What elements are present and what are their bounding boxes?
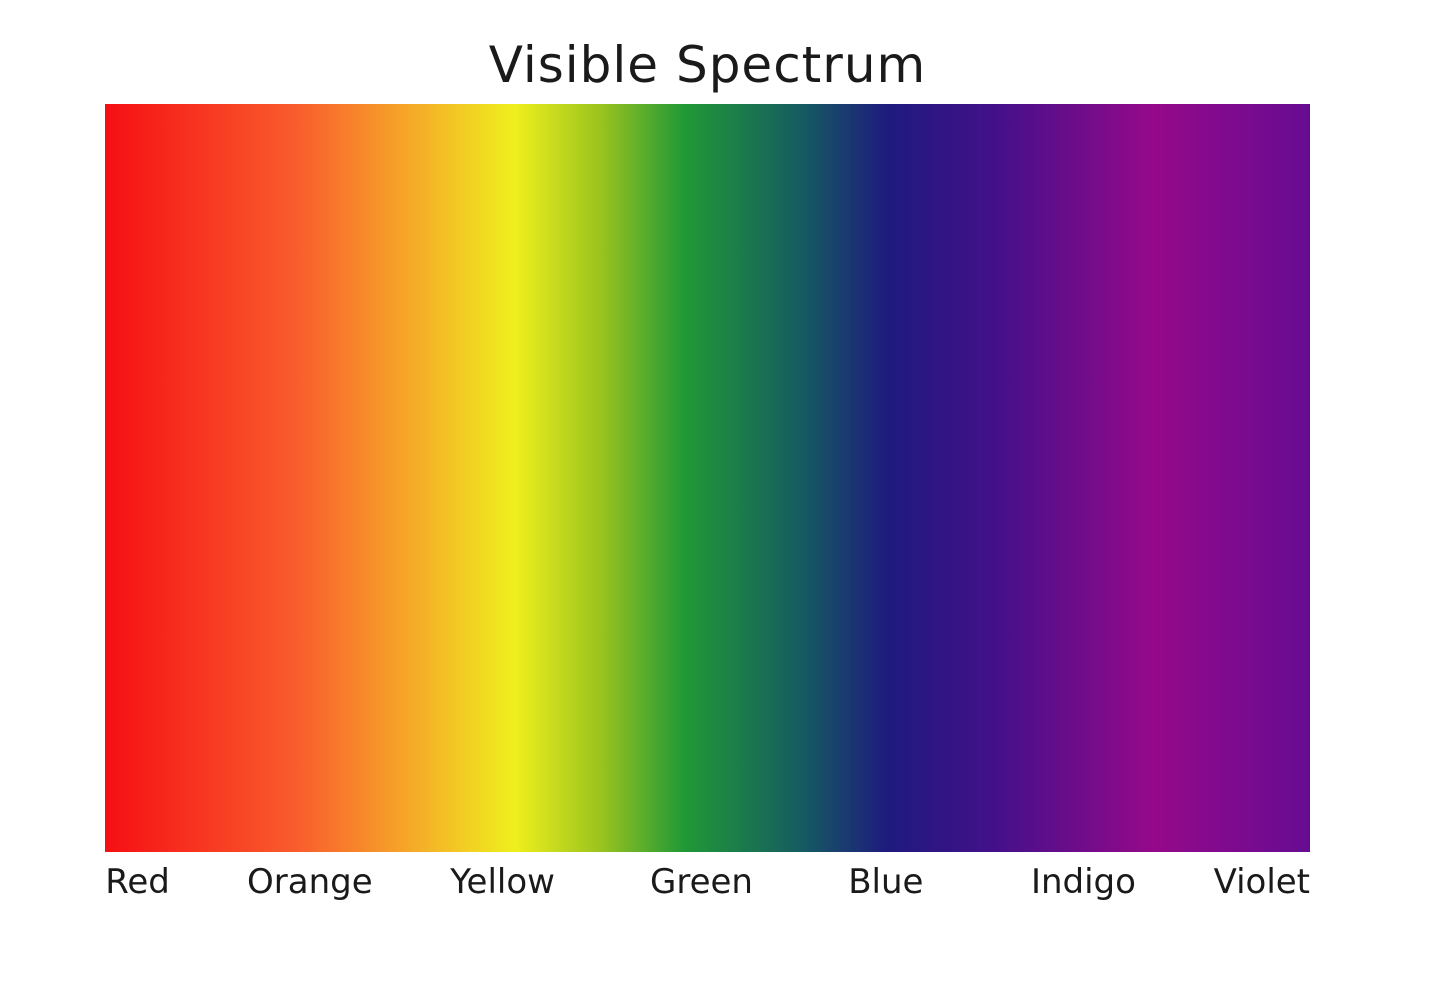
figure-title: Visible Spectrum xyxy=(488,36,927,94)
spectrum-labels-row: Red Orange Yellow Green Blue Indigo Violet xyxy=(105,862,1310,910)
spectrum-label-yellow: Yellow xyxy=(450,862,555,902)
spectrum-label-green: Green xyxy=(649,862,753,902)
spectrum-gradient-band xyxy=(105,104,1310,852)
spectrum-label-orange: Orange xyxy=(247,862,373,902)
spectrum-label-violet: Violet xyxy=(1213,862,1311,902)
spectrum-label-blue: Blue xyxy=(848,862,924,902)
spectrum-label-red: Red xyxy=(105,862,170,902)
spectrum-label-indigo: Indigo xyxy=(1030,862,1136,902)
